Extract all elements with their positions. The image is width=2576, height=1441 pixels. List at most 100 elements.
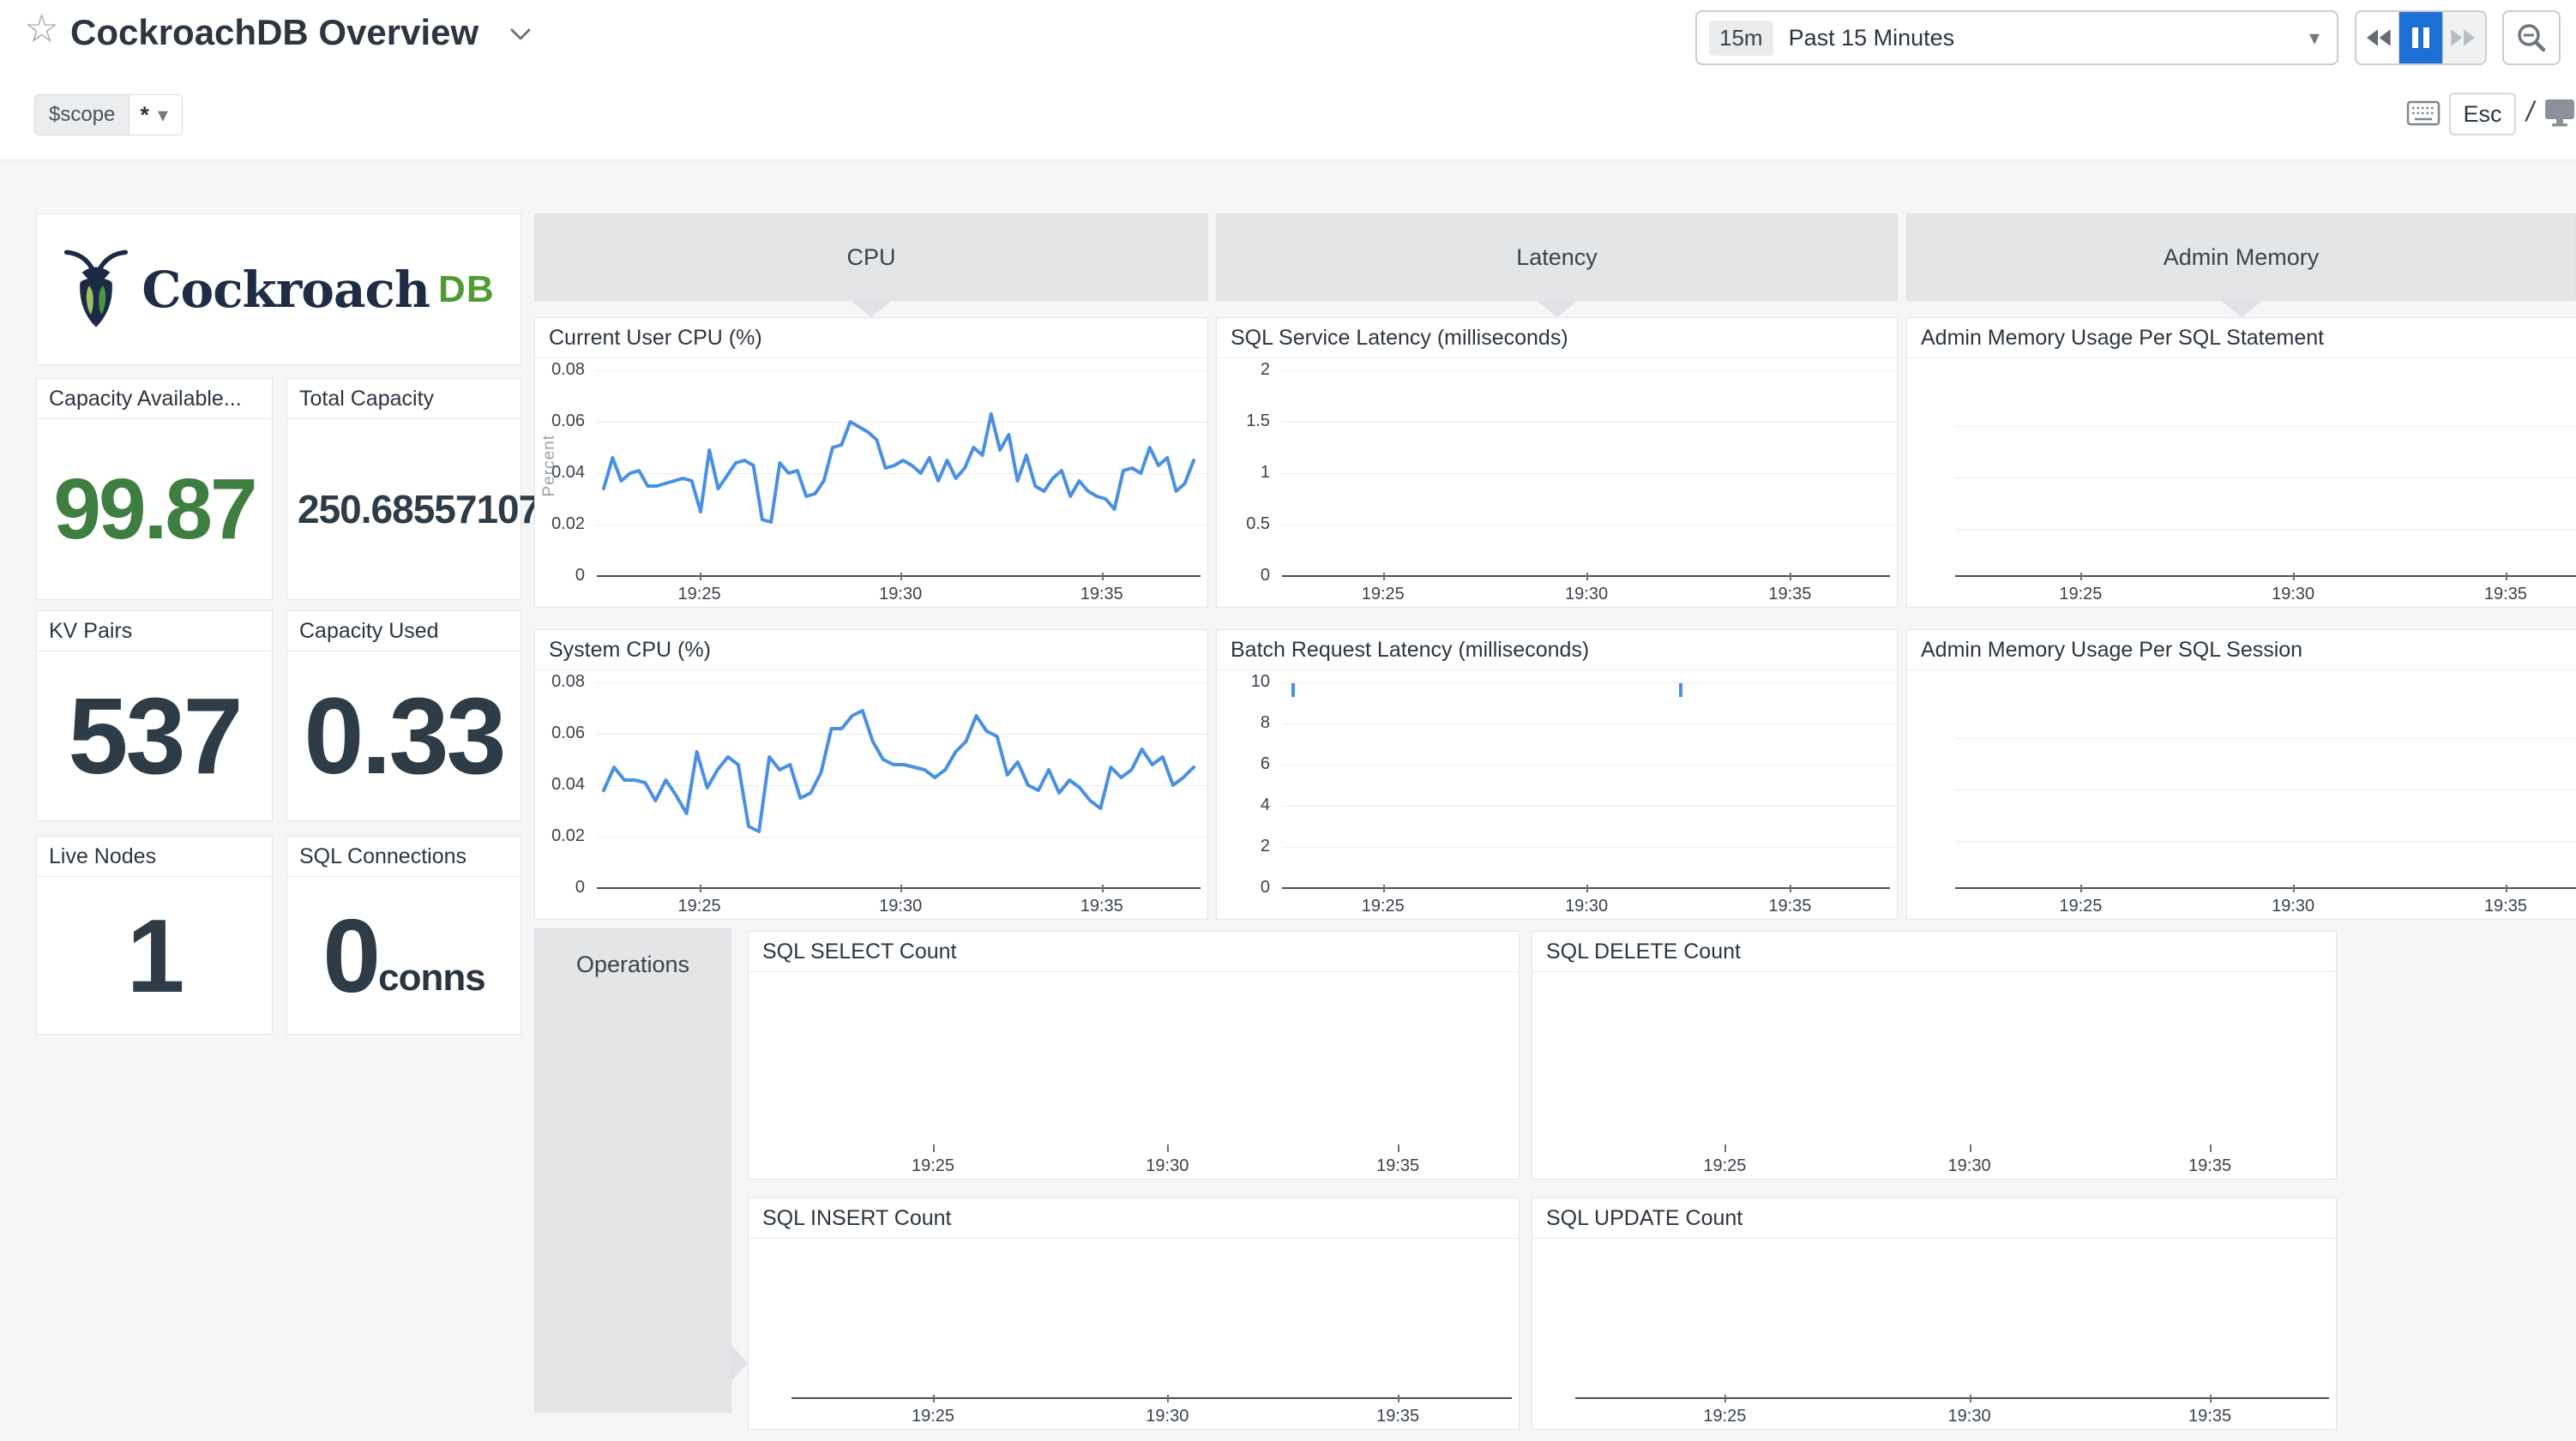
template-variable-scope[interactable]: $scope * ▾ (34, 94, 183, 135)
chart-plot-area: 0 0.02 0.04 0.06 0.08 19:25 19:30 19:35 (535, 670, 1207, 919)
x-tick-mark (1101, 885, 1104, 892)
gridline (1282, 682, 1897, 683)
chart-sql-service-latency[interactable]: SQL Service Latency (milliseconds) 0 0.5 1 1… (1216, 317, 1898, 608)
gridline (597, 682, 1207, 683)
x-tick-mark (1398, 1144, 1400, 1152)
y-axis-label: 0.06 (551, 724, 585, 742)
fast-forward-button[interactable] (2441, 12, 2485, 63)
y-axis-label: 0.08 (551, 672, 585, 691)
x-tick-mark (900, 885, 903, 892)
metric-value: 99.87 (53, 461, 257, 557)
chart-plot-area: Percent 0 0.02 0.04 0.06 0.08 19:25 19:30 19:35 (535, 358, 1207, 607)
playback-controls (2355, 10, 2487, 65)
fullscreen-tv-icon[interactable] (2543, 98, 2576, 127)
metric-value: 0 (322, 897, 381, 1014)
x-axis-label: 19:35 (1080, 897, 1123, 916)
x-axis-label: 19:35 (2483, 585, 2527, 603)
group-banner-admin-memory[interactable]: Admin Memory (1906, 213, 2576, 317)
esc-button[interactable]: Esc (2449, 93, 2516, 135)
gridline (597, 473, 1207, 474)
rewind-button[interactable] (2356, 12, 2398, 63)
y-axis-label: 4 (1260, 796, 1270, 814)
y-axis-label: 0.04 (551, 775, 585, 794)
metric-value: 537 (68, 675, 243, 796)
pause-icon (2411, 27, 2429, 48)
chart-sql-select-count[interactable]: SQL SELECT Count 19:25 19:30 19:35 (748, 931, 1520, 1180)
zoom-out-button[interactable] (2502, 10, 2561, 65)
header-divider (0, 159, 2576, 160)
x-tick-mark (2210, 1395, 2212, 1402)
time-range-label: Past 15 Minutes (1788, 24, 1955, 51)
x-tick-mark (1167, 1395, 1170, 1402)
group-banner-latency[interactable]: Latency (1216, 213, 1898, 317)
group-banner-cpu[interactable]: CPU (534, 213, 1208, 317)
x-tick-mark (699, 573, 701, 580)
x-tick-mark (2505, 885, 2507, 892)
gridline (1282, 473, 1897, 474)
y-axis-label: 0.02 (551, 826, 585, 845)
metric-title: Capacity Available... (37, 379, 272, 419)
y-axis-label: 2 (1260, 837, 1270, 856)
x-tick-mark (1101, 573, 1104, 580)
chart-batch-request-latency[interactable]: Batch Request Latency (milliseconds) 0 2 4 6… (1216, 629, 1898, 920)
x-tick-mark (1724, 1395, 1727, 1402)
gridline (597, 422, 1207, 423)
x-tick-mark (1969, 1144, 1971, 1152)
group-label: Operations (575, 952, 690, 977)
title-chevron-down-icon[interactable] (509, 27, 532, 41)
x-axis-label: 19:25 (1361, 585, 1405, 603)
metric-unit: conns (378, 956, 486, 999)
x-tick-mark (2505, 573, 2507, 580)
metric-title: SQL Connections (287, 837, 521, 877)
y-axis-label: 0.5 (1246, 514, 1270, 533)
x-axis-label: 19:30 (1565, 585, 1609, 603)
x-axis-label: 19:30 (1146, 1407, 1189, 1426)
chart-sql-update-count[interactable]: SQL UPDATE Count 19:25 19:30 19:35 (1532, 1198, 2337, 1430)
chart-admin-memory-per-sql-session[interactable]: Admin Memory Usage Per SQL Session 19:25 1… (1906, 629, 2576, 920)
pause-button[interactable] (2398, 12, 2442, 63)
x-tick-mark (699, 885, 701, 892)
metric-card-capacity-available[interactable]: Capacity Available... 99.87 (36, 378, 273, 600)
x-axis-label: 19:30 (1146, 1156, 1189, 1175)
chart-current-user-cpu[interactable]: Current User CPU (%) Percent 0 0.02 0.04 0.06… (534, 317, 1208, 608)
cockroach-bug-icon (64, 249, 129, 327)
chart-title: SQL SELECT Count (749, 932, 1519, 972)
y-axis-label: 0 (575, 878, 585, 897)
banner-notch (730, 1343, 748, 1383)
zoom-out-icon (2518, 24, 2546, 52)
x-tick-mark (1382, 573, 1385, 580)
gridline (1282, 422, 1897, 423)
favorite-star-icon[interactable]: ☆ (24, 6, 60, 51)
gridline (597, 370, 1207, 371)
metric-card-sql-connections[interactable]: SQL Connections 0 conns (286, 836, 521, 1035)
gridline (1955, 737, 2576, 739)
chart-title: System CPU (%) (535, 630, 1207, 670)
x-axis-label: 19:25 (912, 1407, 955, 1426)
chart-sql-insert-count[interactable]: SQL INSERT Count 19:25 19:30 19:35 (748, 1198, 1520, 1430)
metric-card-kv-pairs[interactable]: KV Pairs 537 (36, 610, 273, 821)
x-axis-label: 19:30 (879, 897, 923, 916)
x-axis-line (597, 575, 1201, 577)
chart-system-cpu[interactable]: System CPU (%) 0 0.02 0.04 0.06 0.08 19:25 19:3… (534, 629, 1208, 920)
x-axis-line (1955, 575, 2576, 577)
y-axis-label: 0.06 (551, 411, 585, 430)
time-range-picker[interactable]: 15m Past 15 Minutes ▾ (1695, 10, 2338, 65)
y-axis-label: 0 (1260, 878, 1270, 897)
chart-sql-delete-count[interactable]: SQL DELETE Count 19:25 19:30 19:35 (1532, 931, 2337, 1180)
metric-card-live-nodes[interactable]: Live Nodes 1 (36, 836, 273, 1035)
metric-card-capacity-used[interactable]: Capacity Used 0.33 (286, 610, 521, 821)
metric-card-total-capacity[interactable]: Total Capacity 250.6855710720 GB (286, 378, 612, 600)
y-axis-label: 1.5 (1246, 411, 1270, 430)
x-tick-mark (1724, 1144, 1727, 1152)
metric-title: Capacity Used (287, 611, 521, 651)
x-axis-line (1955, 887, 2576, 889)
group-label: CPU (846, 243, 896, 270)
chart-plot-area: 19:25 19:30 19:35 (749, 1239, 1519, 1429)
group-banner-operations[interactable]: Operations (534, 928, 748, 1413)
metric-value: 0.33 (304, 675, 506, 796)
x-axis-label: 19:35 (1376, 1407, 1420, 1426)
x-axis-label: 19:25 (677, 585, 721, 603)
y-axis-label: 0 (575, 566, 585, 585)
chart-admin-memory-per-sql-statement[interactable]: Admin Memory Usage Per SQL Statement 19:2… (1906, 317, 2576, 608)
keyboard-icon[interactable] (2406, 100, 2441, 126)
